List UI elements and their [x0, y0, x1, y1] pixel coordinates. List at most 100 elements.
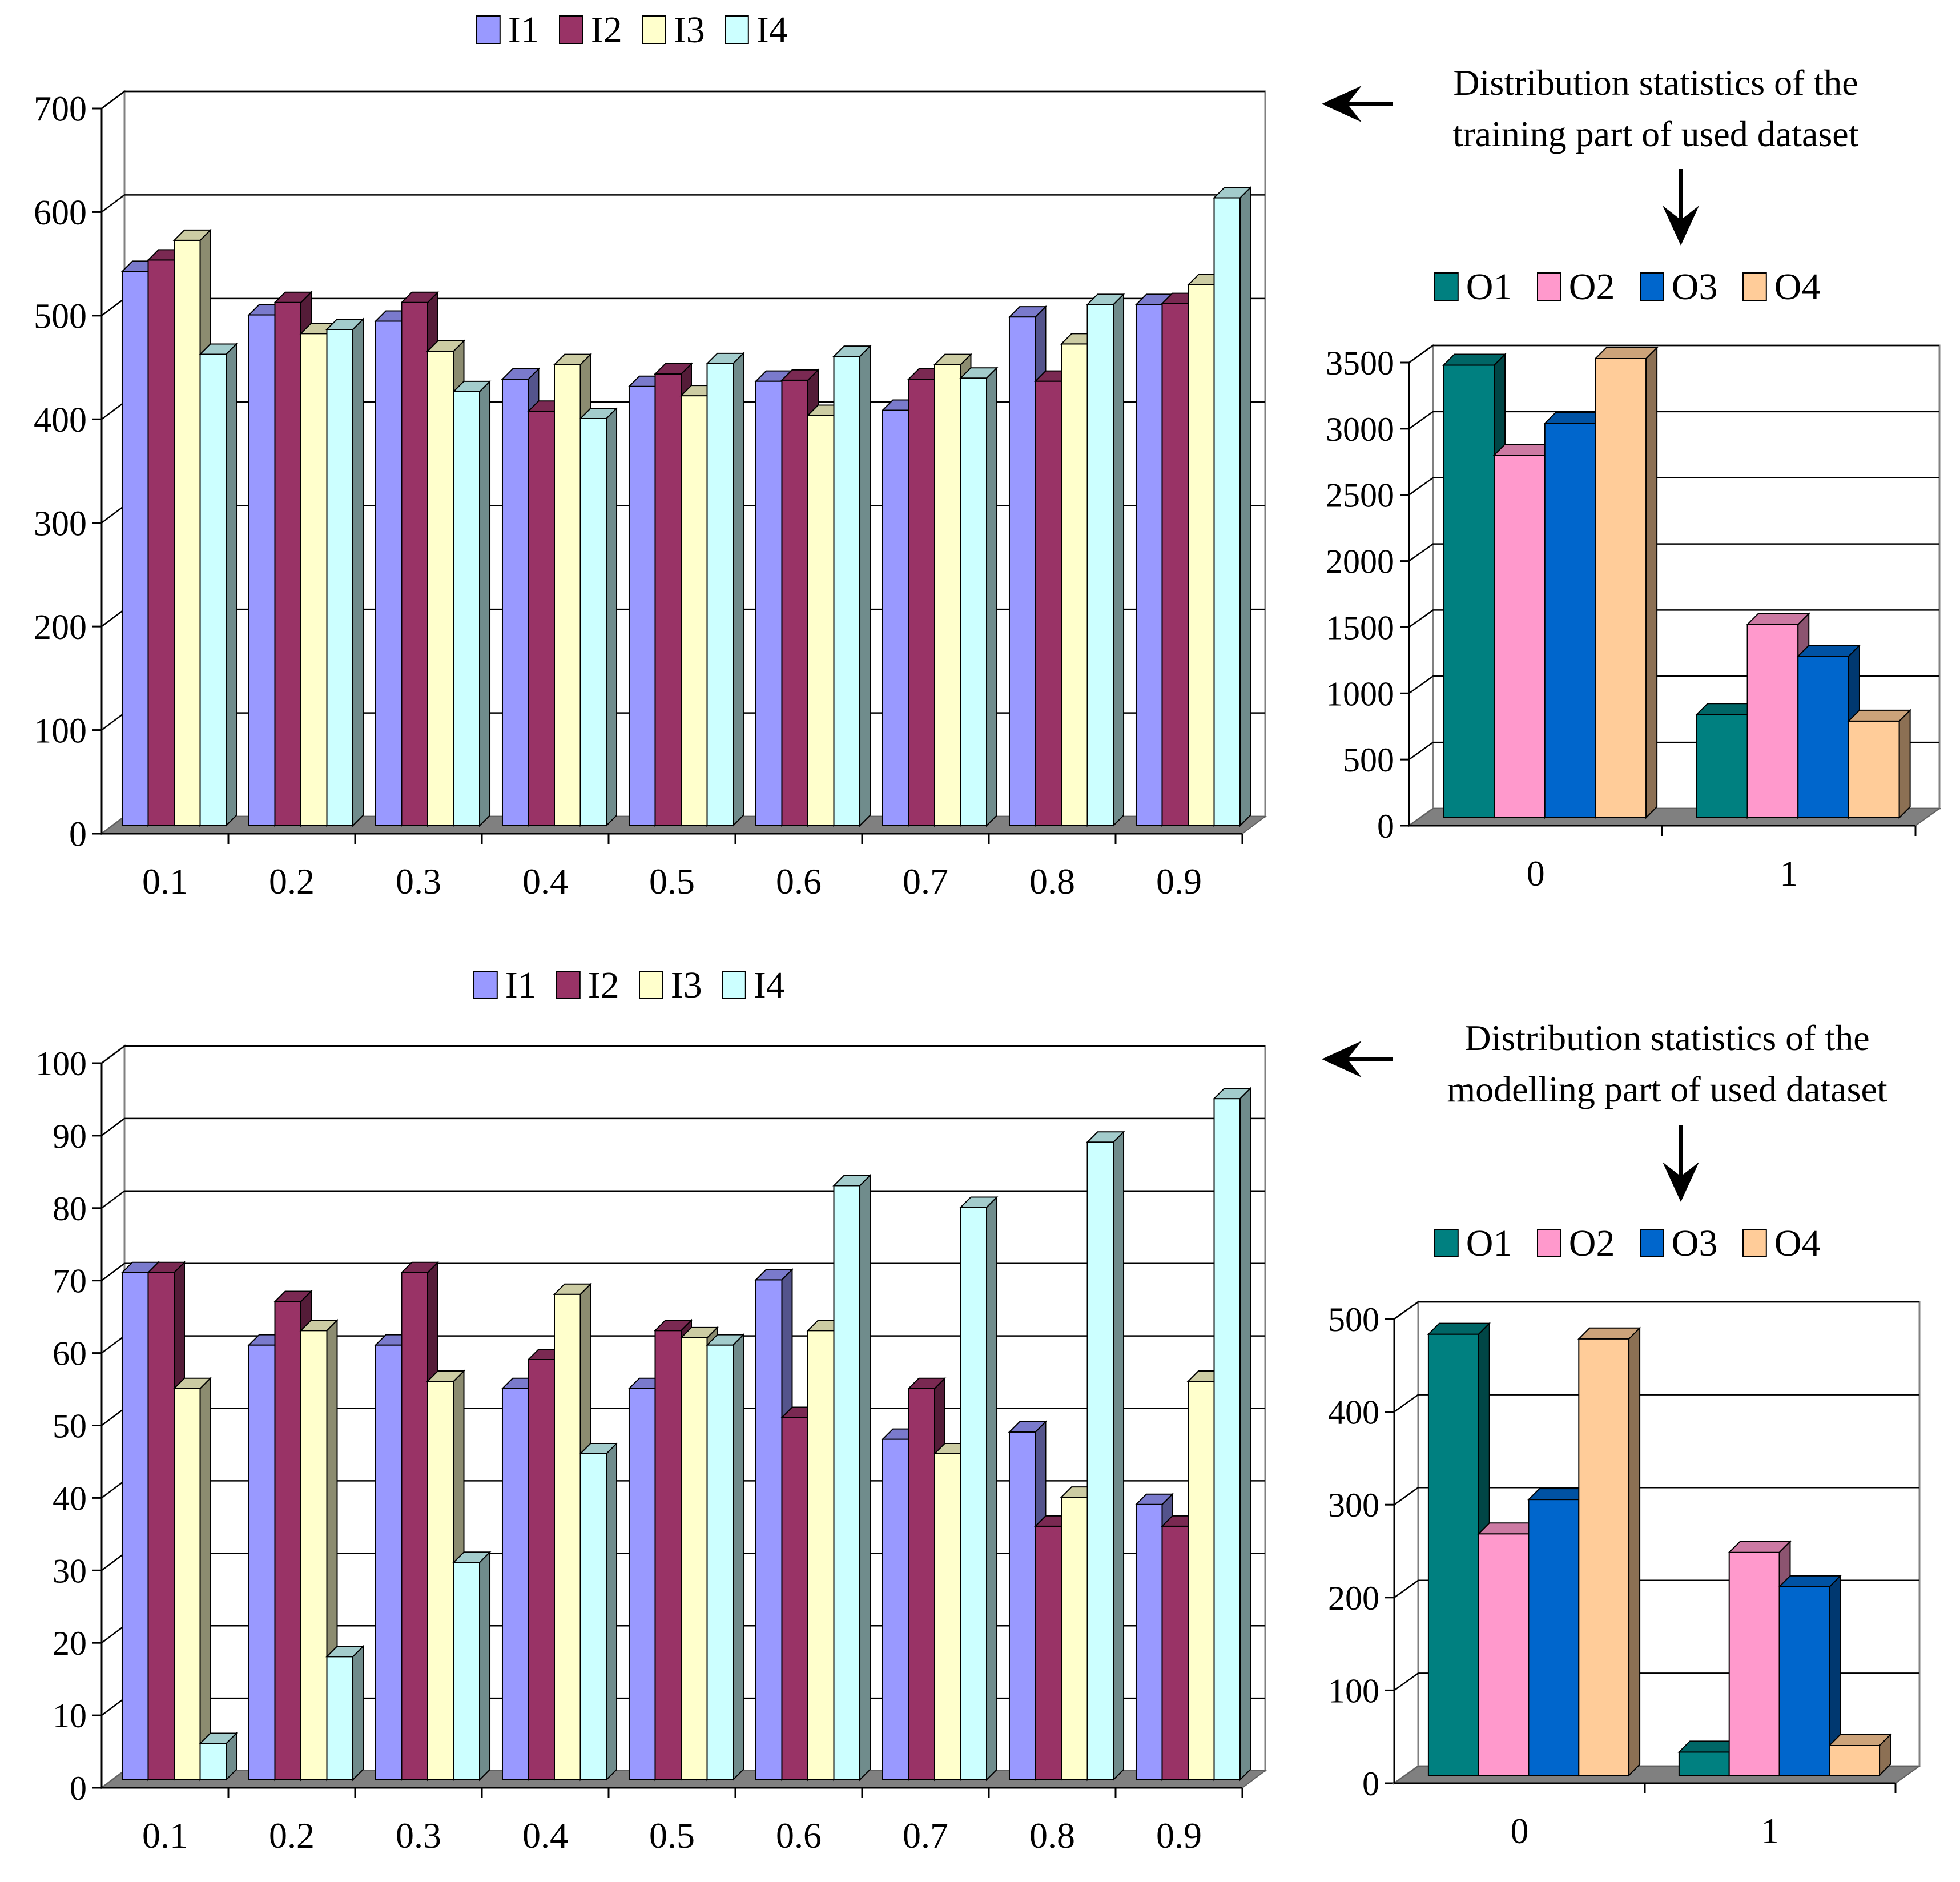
modelling-inputs-legend-label: I2 [588, 964, 619, 1006]
training-inputs-legend-swatch [725, 15, 749, 44]
training-inputs-x-tick-label: 0.5 [649, 861, 695, 902]
modelling-inputs-bar-front [908, 1388, 935, 1780]
modelling-outputs-legend-label: O2 [1569, 1223, 1615, 1264]
training-inputs-bar-side [606, 407, 618, 827]
modelling-outputs-bar-top [1427, 1322, 1491, 1335]
modelling-inputs-bar-top [832, 1175, 872, 1187]
training-outputs-y-tick-label: 500 [1343, 741, 1394, 779]
modelling-inputs-bar-front [1161, 1525, 1189, 1781]
modelling-inputs-gridline [101, 1262, 1265, 1281]
training-outputs-gridline [1408, 411, 1939, 429]
modelling-outputs-bar-front [1427, 1333, 1479, 1776]
modelling-inputs-bar-front [528, 1358, 555, 1780]
modelling-annotation-line1: Distribution statistics of the [1464, 1018, 1870, 1058]
modelling-inputs-bar-top [299, 1320, 339, 1332]
modelling-inputs-bar-front [427, 1381, 454, 1781]
training-outputs-gridline [1408, 344, 1939, 364]
modelling-inputs-bar-i4-0.1 [199, 1732, 238, 1782]
modelling-outputs-side-wall [1393, 1300, 1419, 1785]
modelling-inputs-bar-front [501, 1388, 529, 1780]
training-inputs-bar-front [147, 259, 175, 826]
training-inputs-bar-front [579, 417, 607, 826]
modelling-inputs-bar-top [172, 1377, 212, 1389]
modelling-inputs-bar-top [679, 1326, 719, 1338]
modelling-inputs-bar-front [1061, 1497, 1088, 1781]
training-inputs-bar-side [352, 317, 364, 827]
training-inputs-bar-top [452, 380, 492, 392]
modelling-inputs-bar-front [628, 1388, 656, 1780]
modelling-inputs-bar-front [1008, 1431, 1036, 1780]
modelling-inputs-bar-top [1134, 1493, 1174, 1505]
training-inputs-bar-side [226, 343, 238, 827]
modelling-outputs-y-tick-label: 500 [1328, 1301, 1379, 1338]
training-outputs-legend-swatch [1434, 272, 1459, 301]
training-outputs-bar-o4-0 [1594, 346, 1659, 819]
training-inputs-bar-front [755, 380, 783, 826]
training-outputs-y-tick-label: 1500 [1326, 609, 1394, 646]
training-inputs-legend-item-i2: I2 [559, 9, 622, 51]
training-inputs-legend-label: I2 [591, 9, 622, 51]
training-inputs-gridline [101, 194, 1265, 213]
modelling-outputs-legend-label: O4 [1774, 1223, 1821, 1264]
training-inputs-x-tick-label: 0.4 [522, 861, 568, 902]
modelling-arrow-left-icon [1322, 1041, 1393, 1077]
training-inputs-bar-front [1086, 304, 1114, 826]
training-outputs-side-wall [1408, 344, 1434, 827]
modelling-outputs-bar-front [1829, 1744, 1881, 1776]
modelling-inputs-legend-item-i3: I3 [639, 964, 702, 1006]
training-inputs-x-tick-label: 0.8 [1029, 861, 1075, 902]
modelling-inputs-bar-front [706, 1344, 734, 1781]
training-inputs-bar-front [199, 353, 227, 826]
modelling-inputs-legend-swatch [473, 971, 498, 999]
modelling-outputs-bar-front [1578, 1338, 1630, 1776]
training-outputs-gridline [1408, 609, 1939, 628]
training-inputs-y-tick-label: 700 [34, 90, 87, 129]
modelling-inputs-bar-top [400, 1261, 440, 1273]
modelling-outputs-y-tick-label: 300 [1328, 1486, 1379, 1524]
training-outputs-bar-front [1595, 357, 1647, 818]
training-outputs-y-tick-label: 0 [1377, 807, 1394, 845]
training-arrow-left-head [1322, 86, 1362, 122]
training-inputs-x-tick-label: 0.3 [396, 861, 441, 902]
modelling-inputs-bar-side [1239, 1087, 1251, 1782]
training-outputs-legend-item-o3: O3 [1640, 266, 1717, 308]
training-inputs-bar-i4-0.5 [706, 352, 745, 827]
training-outputs-bar-front [1443, 364, 1495, 818]
training-inputs-bar-i4-0.4 [579, 407, 618, 827]
training-inputs-bar-top [654, 363, 693, 375]
training-outputs-bar-o4-1 [1847, 709, 1912, 819]
training-inputs-chart: 0 100 200 300 400 500 600 700 0.1 0.2 0.3 0.4 0.5 0.6… [34, 9, 1267, 902]
modelling-inputs-legend-swatch [639, 971, 663, 999]
training-inputs-bar-front [401, 301, 428, 826]
modelling-inputs-x-tick-label: 0.1 [142, 1815, 188, 1856]
modelling-inputs-bar-front [453, 1562, 481, 1781]
modelling-inputs-legend-label: I3 [671, 964, 702, 1006]
training-outputs-y-tick-label: 2500 [1326, 477, 1394, 514]
modelling-outputs-legend-item-o2: O2 [1537, 1223, 1615, 1264]
modelling-inputs-y-tick-label: 40 [53, 1479, 87, 1517]
training-inputs-y-tick-label: 400 [34, 401, 87, 440]
modelling-outputs-bar-o4-0 [1577, 1326, 1641, 1777]
modelling-inputs-bar-top [1213, 1088, 1252, 1100]
modelling-outputs-bar-top [1577, 1327, 1641, 1340]
training-inputs-bar-i4-0.6 [832, 344, 872, 827]
training-outputs-bar-top [1594, 347, 1659, 359]
training-inputs-bar-side [986, 366, 998, 827]
training-inputs-bar-side [1239, 186, 1251, 827]
modelling-inputs-y-tick-label: 90 [53, 1117, 87, 1155]
training-inputs-legend-label: I1 [508, 9, 540, 51]
modelling-inputs-bar-front [401, 1272, 428, 1780]
training-inputs-bar-front [121, 271, 149, 827]
modelling-outputs-bar-side [1628, 1326, 1641, 1777]
training-outputs-x-tick-label: 0 [1527, 853, 1545, 894]
training-inputs-bar-front [174, 239, 201, 826]
modelling-outputs-legend: O1 O2 O3 O4 [1434, 1223, 1821, 1264]
training-inputs-bar-i4-0.3 [452, 380, 492, 827]
modelling-inputs-bar-front [681, 1337, 708, 1780]
modelling-inputs-x-tick-label: 0.9 [1156, 1815, 1202, 1856]
training-inputs-bar-front [1161, 303, 1189, 826]
modelling-inputs-bar-front [654, 1330, 682, 1780]
modelling-inputs-x-tick-label: 0.4 [522, 1815, 568, 1856]
training-inputs-y-tick-label: 200 [34, 608, 87, 647]
